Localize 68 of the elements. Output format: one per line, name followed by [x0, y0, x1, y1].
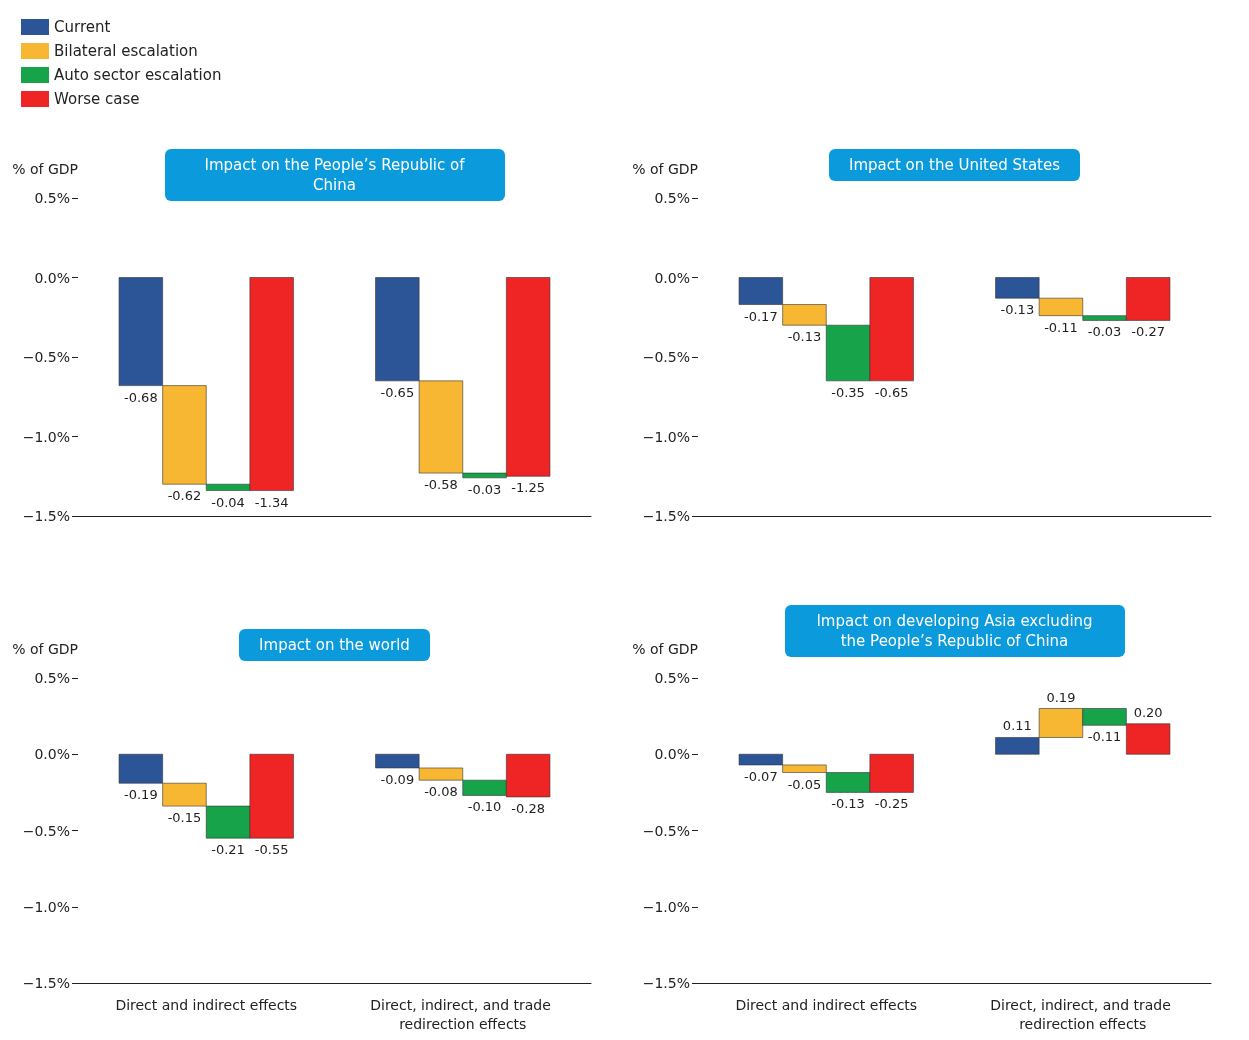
y-tick-label: −1.0% — [642, 428, 690, 445]
legend-label: Current — [54, 18, 111, 36]
data-label: -0.55 — [254, 842, 289, 858]
x-tick-label: Direct and indirect effects — [115, 996, 298, 1013]
data-label: -0.13 — [831, 796, 865, 812]
y-tick-label: −1.5% — [22, 975, 70, 991]
data-label: -0.62 — [167, 488, 202, 504]
y-tick-label: −0.5% — [642, 822, 690, 839]
data-label: -0.13 — [1000, 302, 1035, 318]
legend-label: Auto sector escalation — [54, 66, 222, 84]
y-tick-label: 0.5% — [654, 190, 690, 206]
data-label: -0.17 — [744, 308, 778, 324]
data-label: -0.08 — [424, 784, 458, 800]
data-label: -0.35 — [831, 384, 865, 400]
y-tick-label: −0.5% — [22, 822, 70, 839]
y-axis-title: % of GDP — [632, 641, 698, 657]
title-banner: Impact on developing Asia excluding the People’s Republic of China — [784, 605, 1125, 657]
title-banner: Impact on the United States — [828, 149, 1081, 181]
y-tick-label: 0.5% — [34, 190, 70, 206]
y-tick-label: 0.0% — [654, 269, 690, 286]
data-label: -1.25 — [511, 480, 545, 496]
y-tick-label: 0.0% — [34, 269, 70, 286]
data-label: -0.25 — [874, 796, 909, 812]
data-label: -0.68 — [124, 389, 158, 405]
y-tick-label: 0.0% — [654, 746, 690, 763]
legend-label: Worse case — [54, 90, 140, 108]
y-axis-title: % of GDP — [632, 161, 698, 177]
x-tick-label: Direct, indirect, and trade redirection effects — [990, 996, 1176, 1032]
title-banner: Impact on the world — [239, 629, 430, 661]
data-label: -0.58 — [424, 477, 458, 493]
data-label: -0.09 — [380, 771, 415, 787]
y-axis-title: % of GDP — [12, 161, 78, 177]
y-tick-label: −1.0% — [22, 898, 70, 915]
data-label: -0.11 — [1044, 319, 1078, 335]
data-label: 0.20 — [1133, 704, 1163, 720]
data-label: -0.05 — [787, 776, 822, 792]
data-label: -0.65 — [380, 384, 415, 400]
data-label: -0.10 — [467, 799, 502, 815]
y-tick-label: −1.0% — [22, 428, 70, 445]
title-banner: Impact on the People’s Republic of China — [164, 149, 505, 201]
data-label: -0.28 — [511, 800, 545, 816]
y-tick-label: −0.5% — [22, 349, 70, 365]
y-tick-label: −1.5% — [642, 508, 690, 524]
data-label: 0.19 — [1046, 689, 1076, 705]
data-label: -1.34 — [254, 494, 289, 510]
data-label: -0.13 — [787, 329, 822, 345]
y-tick-label: −0.5% — [642, 349, 690, 365]
data-label: -0.65 — [874, 384, 909, 400]
data-label: -0.03 — [1087, 324, 1122, 340]
data-label: -0.21 — [211, 842, 245, 858]
data-label: 0.11 — [1002, 718, 1032, 734]
data-label: -0.27 — [1131, 324, 1165, 340]
x-tick-label: Direct and indirect effects — [735, 996, 918, 1013]
y-tick-label: 0.5% — [654, 670, 690, 686]
y-tick-label: −1.5% — [642, 975, 690, 991]
data-label: -0.11 — [1087, 729, 1122, 745]
y-tick-label: −1.5% — [22, 508, 70, 524]
data-label: -0.07 — [744, 768, 778, 784]
data-label: -0.03 — [467, 481, 502, 497]
data-label: -0.19 — [124, 787, 158, 803]
legend-label: Bilateral escalation — [54, 42, 198, 60]
x-tick-label: Direct, indirect, and trade redirection effects — [370, 996, 556, 1032]
y-tick-label: 0.5% — [34, 670, 70, 686]
data-label: -0.15 — [167, 810, 202, 826]
y-axis-title: % of GDP — [12, 641, 78, 657]
y-tick-label: −1.0% — [642, 898, 690, 915]
data-label: -0.04 — [211, 494, 245, 510]
y-tick-label: 0.0% — [34, 746, 70, 763]
